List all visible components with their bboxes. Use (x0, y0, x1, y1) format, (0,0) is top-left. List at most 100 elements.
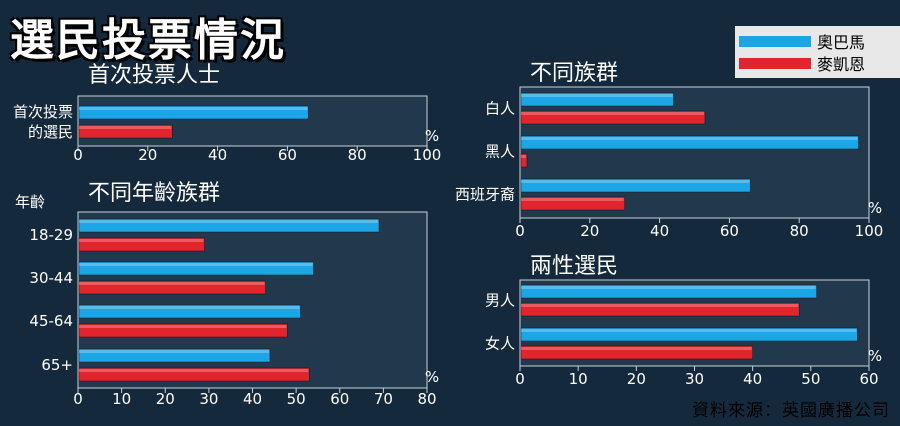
bar-highlight-age (79, 263, 313, 266)
bar-highlight-gender (521, 286, 816, 289)
x-tick-label-age: 40 (243, 390, 262, 408)
bar-age-obama-1 (78, 261, 314, 276)
bar-highlight-gender (521, 304, 799, 307)
category-label-age: 18-29 (29, 226, 73, 244)
x-tick-label-ethnic: 20 (580, 222, 599, 240)
unit-label-age: % (425, 368, 439, 386)
unit-label-gender: % (868, 347, 882, 365)
category-label-age: 65+ (41, 356, 73, 374)
x-tick-label-ethnic: 0 (515, 222, 525, 240)
legend-swatch-mccain (739, 57, 811, 69)
x-tick-label-gender: 50 (801, 370, 820, 388)
x-tick-label-gender: 20 (627, 370, 646, 388)
source-credit: 資料來源：英國廣播公司 (692, 401, 890, 421)
bar-age-mccain-0 (78, 237, 205, 252)
bar-first-time-mccain-0 (78, 124, 173, 139)
plot-frame-first-time (77, 95, 428, 147)
bar-age-mccain-1 (78, 280, 266, 295)
panel-title-age: 不同年齡族群 (88, 181, 220, 206)
bar-highlight-ethnic (521, 137, 858, 140)
category-label-ethnic: 黑人 (485, 143, 515, 161)
x-tick-label-gender: 30 (685, 370, 704, 388)
bar-age-mccain-3 (78, 367, 310, 382)
legend-swatch-obama (739, 35, 811, 47)
bar-age-mccain-2 (78, 323, 288, 338)
category-label-age: 30-44 (29, 269, 73, 287)
legend-item-mccain: 麥凱恩 (735, 53, 866, 74)
legend-label-obama: 奧巴馬 (817, 33, 866, 52)
x-tick-label-ethnic: 40 (650, 222, 669, 240)
category-label-age: 45-64 (29, 312, 73, 330)
bar-ethnic-mccain-0 (520, 110, 706, 125)
axis-label-age: 年齡 (15, 193, 45, 211)
bar-highlight-gender (521, 329, 857, 332)
bar-highlight-age (79, 220, 379, 223)
category-label-gender: 女人 (485, 335, 515, 353)
category-label-ethnic: 白人 (485, 100, 515, 118)
x-tick-label-first-time: 60 (278, 146, 297, 164)
panel-title-ethnic: 不同族群 (530, 61, 618, 86)
panel-title-first-time: 首次投票人士 (88, 63, 220, 88)
bar-highlight-age (79, 239, 204, 242)
x-tick-label-first-time: 20 (138, 146, 157, 164)
bar-highlight-ethnic (521, 112, 704, 115)
bar-ethnic-mccain-2 (520, 196, 625, 211)
legend-label-mccain: 麥凱恩 (817, 55, 866, 74)
bar-highlight-first-time (79, 107, 308, 110)
x-tick-label-age: 60 (330, 390, 349, 408)
bar-highlight-age (79, 350, 269, 353)
x-tick-label-age: 80 (417, 390, 436, 408)
x-tick-label-ethnic: 60 (720, 222, 739, 240)
panel-title-gender: 兩性選民 (530, 254, 618, 279)
category-label-gender: 男人 (485, 292, 515, 310)
plot-frame-ethnic (519, 86, 870, 219)
page-title: 選民投票情況 (10, 15, 286, 66)
bar-gender-mccain-0 (520, 302, 800, 317)
x-tick-label-first-time: 80 (348, 146, 367, 164)
bar-highlight-age (79, 282, 265, 285)
x-tick-label-first-time: 0 (73, 146, 83, 164)
x-tick-label-ethnic: 100 (855, 222, 884, 240)
bar-highlight-age (79, 325, 287, 328)
legend: 奧巴馬 麥凱恩 (735, 26, 900, 78)
x-tick-label-gender: 0 (515, 370, 525, 388)
x-tick-label-age: 30 (199, 390, 218, 408)
x-tick-label-age: 0 (73, 390, 83, 408)
x-tick-label-first-time: 100 (413, 146, 442, 164)
x-tick-label-gender: 60 (859, 370, 878, 388)
bar-highlight-ethnic (521, 94, 673, 97)
unit-label-first-time: % (425, 127, 439, 145)
x-tick-label-age: 50 (287, 390, 306, 408)
x-tick-label-age: 20 (156, 390, 175, 408)
bar-highlight-ethnic (521, 180, 750, 183)
x-tick-label-ethnic: 80 (790, 222, 809, 240)
x-tick-label-age: 10 (112, 390, 131, 408)
bar-highlight-ethnic (521, 155, 526, 158)
bar-age-obama-3 (78, 348, 271, 363)
x-tick-label-first-time: 40 (208, 146, 227, 164)
bar-highlight-first-time (79, 126, 172, 129)
bar-highlight-age (79, 369, 309, 372)
bar-first-time-obama-0 (78, 105, 309, 120)
x-tick-label-gender: 40 (743, 370, 762, 388)
unit-label-ethnic: % (868, 199, 882, 217)
category-label-ethnic: 西班牙裔 (455, 186, 515, 204)
x-tick-label-gender: 10 (569, 370, 588, 388)
bar-ethnic-obama-0 (520, 92, 674, 107)
bar-gender-mccain-1 (520, 345, 753, 360)
bar-gender-obama-0 (520, 284, 817, 299)
bar-age-obama-2 (78, 304, 301, 319)
bar-highlight-age (79, 306, 300, 309)
x-tick-label-age: 70 (374, 390, 393, 408)
bar-highlight-ethnic (521, 198, 624, 201)
bar-age-obama-0 (78, 218, 380, 233)
bar-highlight-gender (521, 347, 752, 350)
bar-ethnic-obama-2 (520, 178, 751, 193)
legend-item-obama: 奧巴馬 (735, 31, 866, 52)
bar-ethnic-mccain-1 (520, 153, 528, 168)
category-label-first-time: 的選民 (28, 123, 73, 141)
category-label-first-time: 首次投票 (13, 103, 73, 121)
bar-ethnic-obama-1 (520, 135, 859, 150)
bar-gender-obama-1 (520, 327, 858, 342)
